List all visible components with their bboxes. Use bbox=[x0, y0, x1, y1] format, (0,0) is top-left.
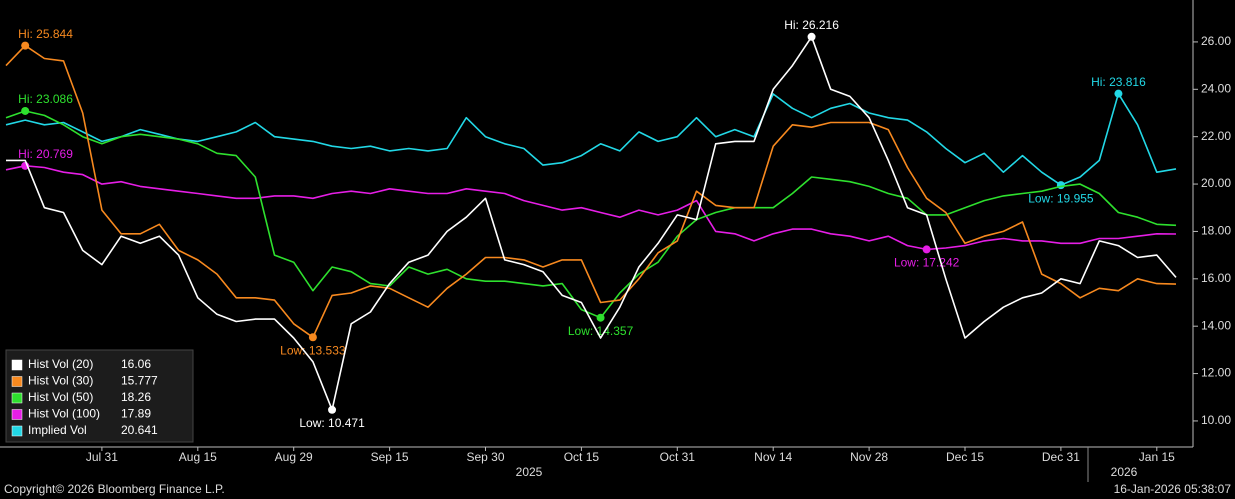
series-line bbox=[5, 165, 1177, 251]
extreme-label: Hi: 20.769 bbox=[18, 147, 73, 161]
y-tick-label: 20.00 bbox=[1201, 176, 1231, 190]
series-line bbox=[5, 110, 1177, 319]
legend-value: 15.777 bbox=[121, 374, 158, 388]
y-tick-label: 22.00 bbox=[1201, 129, 1231, 143]
y-tick-label: 12.00 bbox=[1201, 366, 1231, 380]
extreme-point bbox=[308, 333, 317, 342]
legend-name: Hist Vol (100) bbox=[28, 407, 100, 421]
legend-value: 20.641 bbox=[121, 423, 158, 437]
y-tick-label: 18.00 bbox=[1201, 224, 1231, 238]
copyright: Copyright© 2026 Bloomberg Finance L.P. bbox=[4, 482, 225, 496]
x-tick-label: Aug 29 bbox=[275, 450, 313, 464]
x-tick-label: Oct 31 bbox=[660, 450, 696, 464]
year-label: 2025 bbox=[516, 465, 543, 479]
legend-name: Hist Vol (30) bbox=[28, 374, 93, 388]
x-tick-label: Oct 15 bbox=[564, 450, 600, 464]
x-tick-label: Jan 15 bbox=[1139, 450, 1175, 464]
year-label: 2026 bbox=[1111, 465, 1138, 479]
x-tick-label: Sep 30 bbox=[466, 450, 504, 464]
extreme-label: Low: 17.242 bbox=[894, 256, 960, 270]
extreme-point bbox=[1114, 89, 1123, 98]
extreme-label: Low: 10.471 bbox=[299, 416, 365, 430]
x-tick-label: Sep 15 bbox=[371, 450, 409, 464]
legend-value: 16.06 bbox=[121, 357, 151, 371]
legend: Hist Vol (20) 16.06 Hist Vol (30) 15.777 His… bbox=[5, 349, 194, 443]
legend-swatch bbox=[11, 409, 23, 420]
series-line bbox=[5, 44, 1177, 339]
legend-value: 18.26 bbox=[121, 390, 151, 404]
plot-area: Low: 19.955 Hi: 23.816 Hi: 20.769 Low: 17.2… bbox=[5, 18, 1177, 430]
y-tick-label: 24.00 bbox=[1201, 81, 1231, 95]
x-tick-label: Aug 15 bbox=[179, 450, 217, 464]
legend-value: 17.89 bbox=[121, 407, 151, 421]
extreme-label: Low: 19.955 bbox=[1028, 191, 1094, 205]
extreme-point bbox=[807, 32, 816, 41]
extreme-point bbox=[21, 41, 30, 50]
x-tick-label: Dec 31 bbox=[1042, 450, 1080, 464]
extreme-point bbox=[21, 106, 30, 115]
series-line bbox=[5, 92, 1177, 186]
series-line bbox=[6, 36, 1177, 411]
extreme-label: Hi: 23.086 bbox=[18, 92, 73, 106]
extreme-label: Hi: 26.216 bbox=[784, 18, 839, 32]
extreme-point bbox=[596, 313, 605, 322]
y-tick-label: 14.00 bbox=[1201, 318, 1231, 332]
x-tick-label: Dec 15 bbox=[946, 450, 984, 464]
legend-swatch bbox=[11, 425, 23, 437]
legend-swatch bbox=[11, 359, 23, 371]
extreme-label: Low: 13.533 bbox=[280, 343, 346, 357]
y-tick-label: 10.00 bbox=[1201, 413, 1231, 427]
extreme-point bbox=[1056, 181, 1065, 190]
legend-name: Implied Vol bbox=[28, 423, 87, 437]
extreme-label: Hi: 25.844 bbox=[18, 27, 73, 41]
extreme-label: Hi: 23.816 bbox=[1091, 75, 1146, 89]
timestamp: 16-Jan-2026 05:38:07 bbox=[1114, 482, 1232, 496]
legend-name: Hist Vol (20) bbox=[28, 357, 93, 371]
extreme-point bbox=[328, 405, 337, 414]
extreme-label: Low: 14.357 bbox=[568, 324, 634, 338]
legend-swatch bbox=[11, 392, 23, 404]
legend-box bbox=[5, 349, 194, 443]
y-tick-label: 16.00 bbox=[1201, 271, 1231, 285]
x-tick-label: Jul 31 bbox=[86, 450, 118, 464]
legend-name: Hist Vol (50) bbox=[28, 390, 93, 404]
legend-swatch bbox=[11, 376, 23, 387]
y-tick-label: 26.00 bbox=[1201, 34, 1231, 48]
extreme-point bbox=[922, 245, 931, 254]
x-tick-label: Nov 14 bbox=[754, 450, 792, 464]
x-tick-label: Nov 28 bbox=[850, 450, 888, 464]
